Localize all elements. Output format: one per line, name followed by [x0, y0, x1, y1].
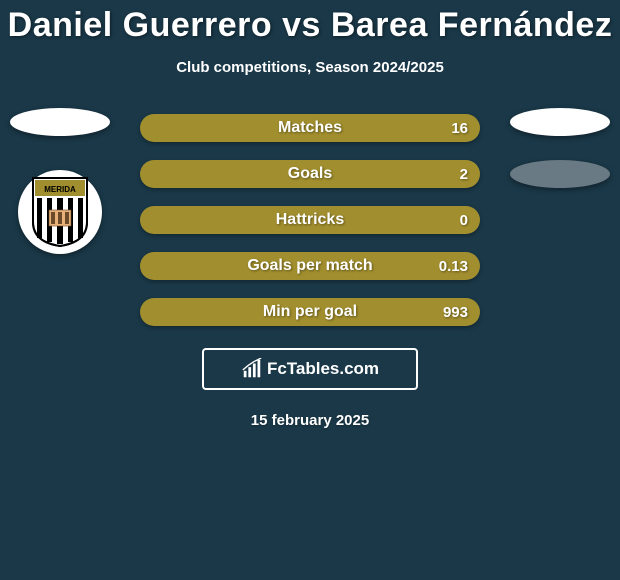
player2-marker-top	[510, 108, 610, 136]
player1-marker	[10, 108, 110, 136]
stat-label: Min per goal	[263, 303, 357, 321]
stat-bar-matches: Matches 16	[140, 114, 480, 142]
stat-label: Hattricks	[276, 211, 344, 229]
stat-bars: Matches 16 Goals 2 Hattricks 0 Goals per…	[140, 114, 480, 326]
stat-label: Matches	[278, 119, 342, 137]
player2-marker-bottom	[510, 160, 610, 188]
right-column	[510, 108, 610, 188]
stat-bar-min-per-goal: Min per goal 993	[140, 298, 480, 326]
club-badge: MERIDA	[18, 170, 102, 254]
stat-value: 0.13	[439, 258, 468, 275]
brand-text: FcTables.com	[267, 359, 379, 379]
subtitle: Club competitions, Season 2024/2025	[0, 59, 620, 76]
stat-label: Goals per match	[247, 257, 372, 275]
stat-bar-goals: Goals 2	[140, 160, 480, 188]
bar-chart-icon	[241, 358, 263, 380]
stats-area: MERIDA	[0, 114, 620, 326]
stat-value: 993	[443, 304, 468, 321]
ellipse-icon	[10, 108, 110, 136]
stat-label: Goals	[288, 165, 332, 183]
stat-value: 0	[460, 212, 468, 229]
ellipse-icon	[510, 160, 610, 188]
stat-value: 2	[460, 166, 468, 183]
svg-text:MERIDA: MERIDA	[44, 185, 76, 194]
page-title: Daniel Guerrero vs Barea Fernández	[0, 6, 620, 45]
club-badge-icon: MERIDA	[29, 176, 91, 248]
stat-bar-hattricks: Hattricks 0	[140, 206, 480, 234]
stat-bar-goals-per-match: Goals per match 0.13	[140, 252, 480, 280]
stat-value: 16	[451, 120, 468, 137]
ellipse-icon	[510, 108, 610, 136]
brand-box[interactable]: FcTables.com	[202, 348, 418, 390]
left-column: MERIDA	[10, 108, 110, 254]
date-label: 15 february 2025	[0, 412, 620, 429]
